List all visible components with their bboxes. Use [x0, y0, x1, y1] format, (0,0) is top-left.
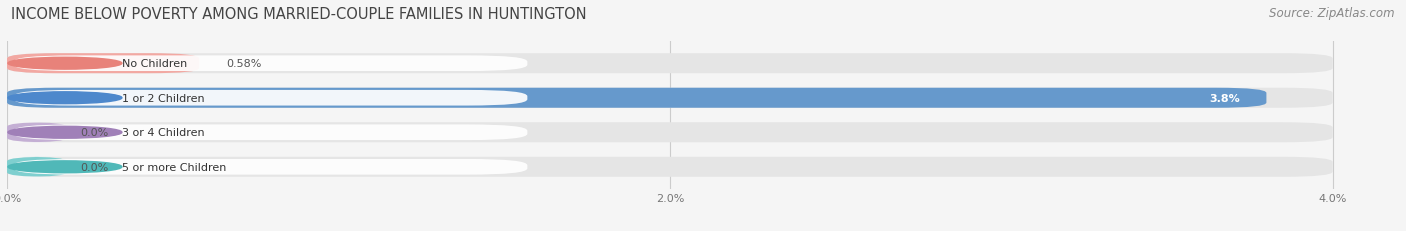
FancyBboxPatch shape — [14, 56, 527, 72]
Text: 0.0%: 0.0% — [80, 128, 108, 138]
Circle shape — [8, 92, 122, 104]
FancyBboxPatch shape — [7, 123, 1333, 143]
FancyBboxPatch shape — [7, 123, 66, 143]
FancyBboxPatch shape — [7, 157, 66, 177]
Text: INCOME BELOW POVERTY AMONG MARRIED-COUPLE FAMILIES IN HUNTINGTON: INCOME BELOW POVERTY AMONG MARRIED-COUPL… — [11, 7, 586, 22]
Text: 1 or 2 Children: 1 or 2 Children — [122, 93, 204, 103]
Text: 3.8%: 3.8% — [1209, 93, 1240, 103]
Text: No Children: No Children — [122, 59, 187, 69]
Text: Source: ZipAtlas.com: Source: ZipAtlas.com — [1270, 7, 1395, 20]
FancyBboxPatch shape — [7, 88, 1267, 108]
Text: 5 or more Children: 5 or more Children — [122, 162, 226, 172]
Text: 0.58%: 0.58% — [226, 59, 262, 69]
Circle shape — [8, 161, 122, 173]
FancyBboxPatch shape — [7, 54, 200, 74]
FancyBboxPatch shape — [7, 54, 1333, 74]
FancyBboxPatch shape — [7, 157, 1333, 177]
FancyBboxPatch shape — [14, 91, 527, 106]
Circle shape — [8, 127, 122, 139]
Text: 0.0%: 0.0% — [80, 162, 108, 172]
FancyBboxPatch shape — [14, 159, 527, 175]
Text: 3 or 4 Children: 3 or 4 Children — [122, 128, 204, 138]
FancyBboxPatch shape — [7, 88, 1333, 108]
FancyBboxPatch shape — [14, 125, 527, 140]
Circle shape — [8, 58, 122, 70]
